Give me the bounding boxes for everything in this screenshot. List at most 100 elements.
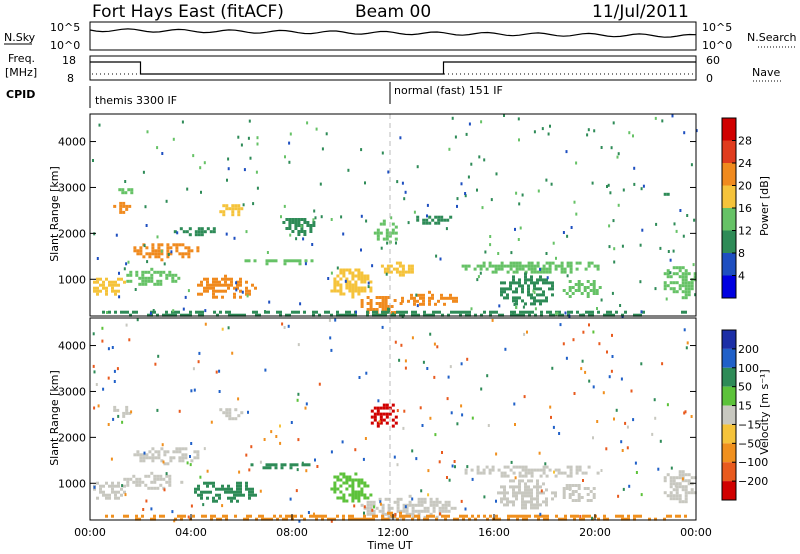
data-cell [333,517,336,521]
scatter-cell [411,497,414,501]
data-cell [239,280,242,284]
power-colorbar-label: Power [dB] [758,176,771,236]
data-cell [336,283,340,287]
data-cell [342,493,346,497]
data-cell [510,310,513,314]
data-cell [627,514,630,518]
data-cell [687,290,691,294]
data-cell [503,264,507,268]
data-cell [105,514,108,518]
scatter-cell [518,202,521,206]
data-cell [354,472,358,476]
colorbar-segment [722,185,736,208]
colorbar-segment [722,253,736,276]
data-cell [197,487,200,491]
scatter-cell [97,404,100,408]
data-cell [212,496,215,500]
data-cell [521,494,524,498]
data-cell [113,408,117,412]
data-cell [663,284,667,288]
data-cell [212,484,215,488]
data-cell [213,514,216,518]
data-cell [435,500,439,504]
data-cell [672,272,676,276]
data-cell [429,503,433,507]
scatter-cell [142,170,145,174]
data-cell [521,491,524,495]
scatter-cell [568,488,571,491]
colorbar-tick-label: 200 [738,343,759,356]
data-cell [684,281,688,285]
data-cell [206,490,209,494]
scatter-cell [290,421,293,424]
data-cell [126,310,129,314]
data-cell [351,493,355,497]
data-cell [545,281,548,285]
scatter-cell [106,311,108,314]
data-cell [309,224,313,227]
data-cell [213,310,216,314]
data-cell [455,296,458,300]
data-cell [506,500,509,504]
data-cell [521,479,524,483]
data-cell [166,243,170,247]
data-cell [360,302,364,305]
data-cell [381,296,385,299]
scatter-cell [565,356,568,360]
data-cell [218,493,221,497]
data-cell [509,485,512,489]
data-cell [369,302,373,305]
scatter-cell [127,260,130,264]
data-cell [551,293,554,297]
data-cell [234,313,237,317]
data-cell [542,264,546,268]
data-cell [675,488,679,492]
data-cell [291,310,294,314]
scatter-cell [297,343,300,347]
data-cell [276,517,279,521]
data-cell [462,310,465,314]
data-cell [385,234,389,238]
data-cell [128,411,132,415]
scatter-cell [471,416,474,420]
data-cell [222,210,226,214]
data-cell [558,313,561,317]
data-cell [376,421,380,425]
data-cell [476,471,480,475]
data-cell [333,289,337,293]
scatter-cell [622,487,625,491]
data-cell [503,290,506,294]
data-cell [582,514,585,518]
data-cell [518,465,522,469]
data-cell [495,514,498,518]
data-cell [174,310,177,314]
scatter-cell [628,131,631,135]
scatter-cell [235,281,238,285]
data-cell [348,484,352,488]
data-cell [589,490,593,493]
data-cell [388,234,392,238]
data-cell [330,487,334,491]
data-cell [312,310,315,314]
scatter-cell [433,342,436,346]
x-tick-label: 00:00 [680,526,712,539]
data-cell [116,408,120,412]
data-cell [568,280,572,283]
data-cell [336,487,340,491]
data-cell [102,490,105,494]
data-cell [521,503,524,507]
data-cell [414,509,418,513]
data-cell [309,227,313,230]
data-cell [212,499,215,503]
data-cell [177,276,181,280]
data-cell [432,506,436,510]
scatter-cell [690,163,693,167]
data-cell [339,484,343,488]
data-cell [244,259,248,263]
data-cell [423,506,427,510]
data-cell [401,299,404,303]
data-cell [431,293,434,297]
data-cell [503,503,506,507]
data-cell [166,462,170,466]
data-cell [554,494,557,498]
